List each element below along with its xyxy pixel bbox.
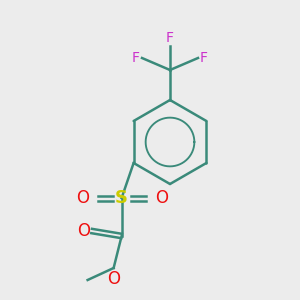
Text: O: O	[154, 189, 168, 207]
Text: O: O	[76, 189, 88, 207]
Text: O: O	[76, 222, 90, 240]
Text: F: F	[200, 51, 208, 65]
Text: S: S	[115, 189, 128, 207]
Text: F: F	[132, 51, 140, 65]
Text: F: F	[166, 31, 174, 45]
Text: O: O	[107, 270, 120, 288]
